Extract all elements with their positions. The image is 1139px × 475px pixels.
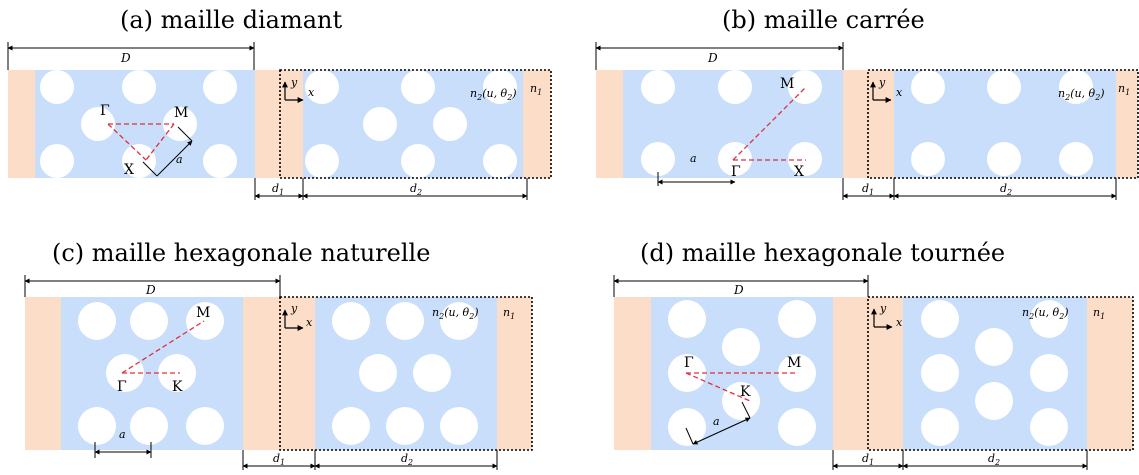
panel-a-n2-label: n2(u, θ2) — [470, 87, 517, 102]
panel-d-title: (d) maille hexagonale tournée — [640, 239, 1005, 267]
panel-c-title: (c) maille hexagonale naturelle — [52, 239, 430, 267]
panel-b-d1-label: d1 — [862, 182, 874, 197]
panel-a-gamma-label: Γ — [100, 103, 110, 119]
panel-a-cladding-gap — [255, 70, 303, 178]
panel-c-axes — [282, 309, 304, 331]
panel-c-a-label: a — [119, 428, 126, 441]
panel-b-axes — [870, 81, 892, 103]
panel-d-n2-label: n2(u, θ2) — [1022, 306, 1069, 321]
panel-a-a-label: a — [176, 153, 183, 166]
panel-d-D-label: D — [733, 283, 744, 297]
panel-c-cladding-gap — [243, 297, 315, 450]
panel-d-axes — [871, 308, 893, 330]
panel-c-d2-label: d2 — [401, 452, 413, 467]
panel-c-axis-x: x — [306, 316, 313, 329]
panel-d-gamma-label: Γ — [684, 355, 694, 371]
panel-a-D-label: D — [120, 51, 131, 65]
panel-a-holes — [40, 70, 517, 178]
panel-a-X-label: X — [124, 162, 134, 178]
panel-b-cladding-left — [596, 70, 623, 178]
panel-c-K-label: K — [172, 379, 183, 395]
panel-a-brillouin-path — [107, 123, 175, 161]
panel-c-M-label: M — [196, 305, 210, 321]
panel-d-M-label: M — [787, 355, 801, 371]
panel-d-n1-label: n1 — [1093, 306, 1105, 321]
panel-d-a-label: a — [713, 415, 720, 428]
panel-a-axes — [282, 81, 304, 103]
panel-b-dotted-frame — [867, 69, 1139, 179]
panel-a-title: (a) maille diamant — [120, 6, 342, 34]
panel-c-cladding-left — [25, 297, 61, 450]
panel-d-holes — [668, 300, 1068, 446]
panel-a-axis-y: y — [290, 76, 298, 89]
panel-b-n2-label: n2(u, θ2) — [1058, 87, 1105, 102]
panel-b-title: (b) maille carrée — [722, 6, 925, 34]
panel-b-D-label: D — [707, 51, 718, 65]
panel-c-holes — [78, 302, 478, 445]
panel-b-n1-label: n1 — [1118, 82, 1130, 97]
panel-a-cladding-right — [523, 70, 551, 178]
panel-d: (d) maille hexagonale tournée D — [613, 239, 1134, 470]
panel-b-d2-label: d2 — [1000, 182, 1012, 197]
panel-d-dotted-frame — [867, 296, 1134, 451]
panel-c-dotted-frame — [279, 296, 533, 451]
panel-d-axis-x: x — [896, 316, 903, 329]
panel-d-K-label: K — [740, 384, 751, 400]
panel-b-X-label: X — [794, 164, 804, 180]
panel-c-axis-y: y — [290, 302, 298, 315]
panel-a-d1-label: d1 — [272, 182, 284, 197]
panel-c-cladding-right — [497, 297, 532, 450]
panel-c-gamma-label: Γ — [117, 379, 127, 395]
panel-a-M-label: M — [174, 105, 188, 121]
panel-a: (a) maille diamant D — [7, 6, 552, 200]
panel-b-a-label: a — [690, 152, 697, 165]
panel-b-cladding-right — [1116, 70, 1138, 178]
panel-c-D-label: D — [145, 283, 156, 297]
panel-a-d2-label: d2 — [410, 182, 422, 197]
panel-a-dotted-frame — [279, 69, 552, 179]
panel-d-d1-label: d1 — [862, 452, 874, 467]
panel-d-d2-label: d2 — [988, 452, 1000, 467]
panel-d-axis-y: y — [879, 302, 887, 315]
panel-c-n1-label: n1 — [503, 306, 515, 321]
panel-b-axis-x: x — [896, 86, 903, 99]
panel-b: (b) maille carrée D M — [595, 6, 1139, 200]
panel-c-n2-label: n2(u, θ2) — [432, 306, 479, 321]
panel-c-brillouin-path — [121, 320, 205, 374]
panel-a-axis-x: x — [308, 86, 315, 99]
panel-c-d1-label: d1 — [273, 452, 285, 467]
panel-a-cladding-left — [8, 70, 35, 178]
panel-b-holes — [641, 70, 1093, 176]
panel-c: (c) maille hexagonale naturelle D — [24, 239, 533, 470]
panel-d-cladding-left — [614, 297, 651, 450]
panel-a-n1-label: n1 — [530, 82, 542, 97]
panel-b-M-label: M — [780, 76, 794, 92]
panel-b-brillouin-path — [732, 86, 807, 161]
panel-b-gamma-label: Γ — [731, 164, 741, 180]
panel-d-brillouin-path — [685, 372, 798, 402]
panel-d-cladding-right — [1087, 297, 1133, 450]
panel-b-axis-y: y — [878, 76, 886, 89]
